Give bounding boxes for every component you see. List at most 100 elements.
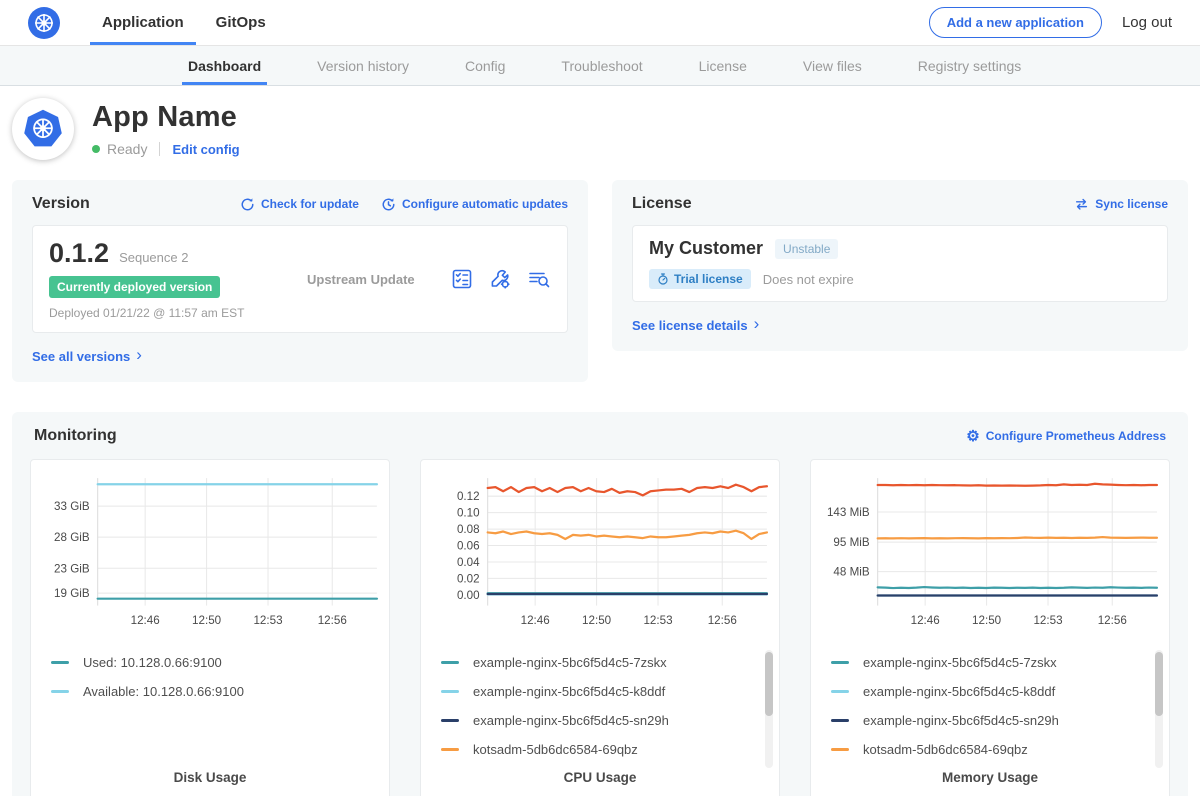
tab-application-label: Application xyxy=(102,14,184,31)
svg-text:12:56: 12:56 xyxy=(318,614,347,627)
legend-swatch-navy xyxy=(831,718,849,722)
cpu-usage-chart: 0.12 0.10 0.08 0.06 0.04 0.02 0.00 12:46 12:50 12… xyxy=(457,478,769,627)
cpu-usage-chart-card: 0.12 0.10 0.08 0.06 0.04 0.02 0.00 12:46 12:50 12… xyxy=(420,459,780,796)
svg-text:12:46: 12:46 xyxy=(131,614,160,627)
legend-swatch-teal xyxy=(51,660,69,664)
svg-text:0.04: 0.04 xyxy=(457,556,480,569)
legend-label: Available: 10.128.0.66:9100 xyxy=(83,683,244,699)
legend-item: example-nginx-5bc6f5d4c5-7zskx xyxy=(831,648,1169,677)
tab-gitops[interactable]: GitOps xyxy=(200,0,282,45)
svg-text:19 GiB: 19 GiB xyxy=(54,587,90,600)
legend-item: example-nginx-5bc6f5d4c5-k8ddf xyxy=(441,677,779,706)
legend-label: kotsadm-5db6dc6584-69qbz xyxy=(863,741,1028,757)
svg-text:12:56: 12:56 xyxy=(1098,614,1127,627)
check-for-update-link[interactable]: Check for update xyxy=(240,197,359,212)
disk-usage-legend: Used: 10.128.0.66:9100 Available: 10.128… xyxy=(51,648,389,706)
tab-view-files[interactable]: View files xyxy=(802,57,862,74)
svg-text:95 MiB: 95 MiB xyxy=(833,536,869,549)
tab-version-history[interactable]: Version history xyxy=(317,57,409,74)
svg-text:12:56: 12:56 xyxy=(708,614,737,627)
legend-item: example-nginx-5bc6f5d4c5-sn29h xyxy=(831,706,1169,735)
chart-title: Disk Usage xyxy=(173,770,247,785)
app-sub-nav: Dashboard Version history Config Trouble… xyxy=(0,46,1200,86)
tab-application[interactable]: Application xyxy=(86,0,200,45)
app-avatar xyxy=(12,98,74,160)
license-expiry: Does not expire xyxy=(762,271,854,287)
legend-label: example-nginx-5bc6f5d4c5-sn29h xyxy=(863,712,1059,728)
configure-prometheus-label: Configure Prometheus Address xyxy=(985,429,1166,443)
legend-scrollbar-track xyxy=(1155,650,1163,768)
page-title: App Name xyxy=(92,101,238,133)
logout-link[interactable]: Log out xyxy=(1121,14,1172,31)
legend-label: example-nginx-5bc6f5d4c5-k8ddf xyxy=(863,683,1056,699)
divider xyxy=(159,142,161,156)
see-all-versions-link[interactable]: See all versions xyxy=(32,346,142,366)
legend-scrollbar-thumb[interactable] xyxy=(1155,652,1163,716)
svg-text:48 MiB: 48 MiB xyxy=(833,566,869,579)
tab-gitops-label: GitOps xyxy=(215,14,266,31)
version-card-title: Version xyxy=(32,195,90,212)
tab-registry-settings[interactable]: Registry settings xyxy=(917,57,1022,74)
svg-text:143 MiB: 143 MiB xyxy=(827,506,870,519)
legend-label: example-nginx-5bc6f5d4c5-7zskx xyxy=(473,654,667,670)
top-nav-tabs: Application GitOps xyxy=(86,0,282,45)
legend-label: example-nginx-5bc6f5d4c5-7zskx xyxy=(863,654,1057,670)
legend-item: kotsadm-5db6dc6584-69qbz xyxy=(441,735,779,764)
version-source: Upstream Update xyxy=(307,271,415,287)
app-header: App Name Ready Edit config xyxy=(0,86,1200,172)
legend-label: example-nginx-5bc6f5d4c5-k8ddf xyxy=(473,683,666,699)
legend-swatch-navy xyxy=(441,718,459,722)
kubernetes-logo-icon[interactable] xyxy=(28,6,60,39)
legend-swatch-teal xyxy=(441,660,459,664)
svg-text:12:53: 12:53 xyxy=(253,614,282,627)
memory-usage-legend: example-nginx-5bc6f5d4c5-7zskx example-n… xyxy=(831,648,1169,764)
deployed-badge: Currently deployed version xyxy=(49,276,221,298)
preflight-checklist-icon[interactable] xyxy=(451,268,473,290)
legend-scrollbar-track xyxy=(765,650,773,768)
svg-text:12:53: 12:53 xyxy=(1033,614,1062,627)
config-wrench-icon[interactable] xyxy=(489,268,511,290)
svg-text:0.06: 0.06 xyxy=(457,540,480,553)
current-version-panel: 0.1.2 Sequence 2 Currently deployed vers… xyxy=(32,225,568,333)
legend-item: example-nginx-5bc6f5d4c5-7zskx xyxy=(441,648,779,677)
legend-swatch-orange xyxy=(441,747,459,751)
configure-prometheus-link[interactable]: ⚙ Configure Prometheus Address xyxy=(966,429,1166,444)
svg-text:0.00: 0.00 xyxy=(457,589,480,602)
add-new-application-button[interactable]: Add a new application xyxy=(928,7,1102,38)
legend-swatch-light-blue xyxy=(441,689,459,693)
see-license-details-link[interactable]: See license details xyxy=(632,315,759,335)
version-card: Version Check for update Configure autom… xyxy=(12,180,588,382)
view-diff-icon[interactable] xyxy=(527,268,551,290)
disk-usage-chart-card: 33 GiB 28 GiB 23 GiB 19 GiB 12:46 12:50 12:53 1… xyxy=(30,459,390,796)
legend-item: example-nginx-5bc6f5d4c5-sn29h xyxy=(441,706,779,735)
trial-license-badge: Trial license xyxy=(649,269,751,289)
see-all-versions-label: See all versions xyxy=(32,348,131,364)
customer-name: My Customer xyxy=(649,238,764,258)
tab-config[interactable]: Config xyxy=(464,57,506,74)
legend-item: kotsadm-5db6dc6584-69qbz xyxy=(831,735,1169,764)
status-text: Ready xyxy=(107,141,148,157)
svg-text:12:46: 12:46 xyxy=(521,614,550,627)
configure-automatic-updates-label: Configure automatic updates xyxy=(401,197,568,211)
memory-usage-chart-card: 143 MiB 95 MiB 48 MiB 12:46 12:50 12:53 12:56 … xyxy=(810,459,1170,796)
license-panel: My Customer Unstable Trial license Does … xyxy=(632,225,1168,302)
gear-icon: ⚙ xyxy=(966,427,980,445)
version-sequence: Sequence 2 xyxy=(119,250,189,265)
configure-automatic-updates-link[interactable]: Configure automatic updates xyxy=(381,197,568,212)
svg-text:12:46: 12:46 xyxy=(911,614,940,627)
chart-title: CPU Usage xyxy=(563,770,637,785)
refresh-icon xyxy=(241,197,254,210)
check-for-update-label: Check for update xyxy=(260,197,359,211)
monitoring-title: Monitoring xyxy=(34,427,117,444)
sync-license-label: Sync license xyxy=(1095,197,1168,211)
legend-swatch-light-blue xyxy=(51,689,69,693)
tab-dashboard[interactable]: Dashboard xyxy=(181,46,268,85)
legend-scrollbar-thumb[interactable] xyxy=(765,652,773,716)
legend-label: kotsadm-5db6dc6584-69qbz xyxy=(473,741,638,757)
tab-troubleshoot[interactable]: Troubleshoot xyxy=(561,57,643,74)
legend-label: example-nginx-5bc6f5d4c5-sn29h xyxy=(473,712,669,728)
edit-config-link[interactable]: Edit config xyxy=(172,141,240,157)
trial-license-label: Trial license xyxy=(674,272,743,286)
sync-license-link[interactable]: Sync license xyxy=(1074,197,1168,211)
tab-license[interactable]: License xyxy=(698,57,747,74)
